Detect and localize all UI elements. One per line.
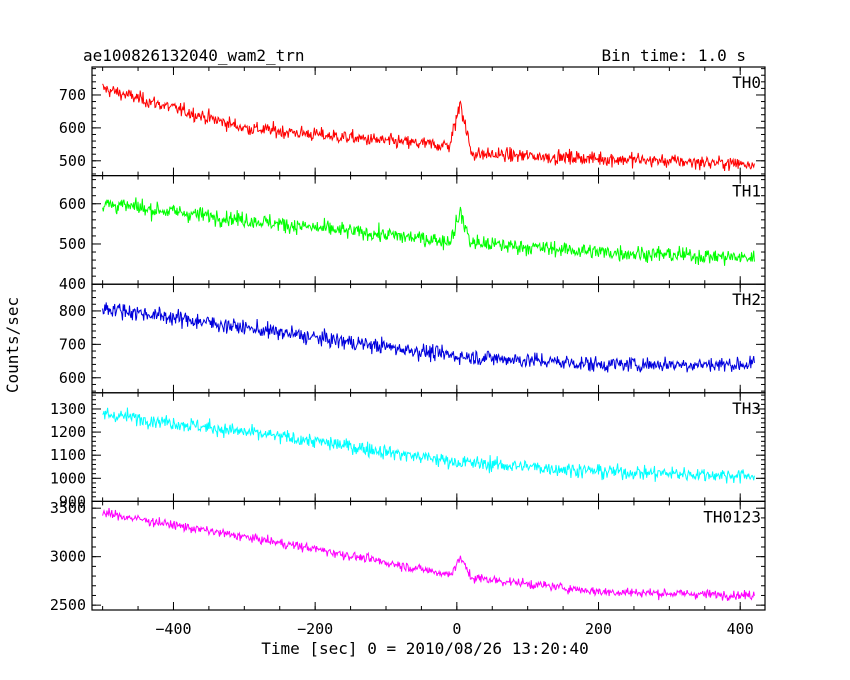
x-tick-label: 400 [727, 620, 754, 638]
y-tick-label: 600 [59, 195, 86, 213]
series-th1-line [102, 197, 755, 266]
panel-label-th3: TH3 [732, 399, 761, 418]
y-tick-label: 500 [59, 235, 86, 253]
panel-th1: 400 500 600 TH1 [59, 175, 766, 293]
panel-label-th1: TH1 [732, 182, 761, 201]
y-tick-label: 1000 [50, 469, 86, 487]
y-tick-label: 600 [59, 369, 86, 387]
chart-title: ae100826132040_wam2_trn [83, 46, 305, 65]
y-tick-label: 700 [59, 335, 86, 353]
x-axis: −400 −200 0 200 400 [155, 620, 753, 638]
bin-time-label: Bin time: 1.0 s [602, 46, 747, 65]
y-tick-label: 1200 [50, 423, 86, 441]
x-axis-label: Time [sec] 0 = 2010/08/26 13:20:40 [261, 639, 589, 658]
panel-frame [91, 392, 766, 502]
panel-frame [91, 283, 766, 394]
series-th0123-line [102, 507, 755, 601]
y-tick-label: 1300 [50, 400, 86, 418]
y-tick-label: 1100 [50, 446, 86, 464]
panel-label-th0123: TH0123 [703, 507, 761, 526]
panel-th3: 900 1000 1100 1200 1300 TH3 [50, 392, 766, 510]
x-tick-label: 0 [452, 620, 461, 638]
series-th2-line [102, 302, 755, 373]
x-tick-label: −200 [297, 620, 333, 638]
y-tick-label: 700 [59, 86, 86, 104]
series-th3-line [102, 407, 755, 484]
y-tick-label: 900 [59, 492, 86, 510]
y-tick-label: 400 [59, 275, 86, 293]
panel-label-th2: TH2 [732, 290, 761, 309]
series-th0-line [102, 83, 755, 171]
panel-frame [91, 500, 766, 611]
y-tick-label: 2500 [50, 596, 86, 614]
panel-frame [91, 175, 766, 285]
y-tick-label: 3000 [50, 548, 86, 566]
x-tick-label: 200 [585, 620, 612, 638]
panel-th2: 600 700 800 TH2 [59, 283, 766, 394]
y-tick-label: 600 [59, 119, 86, 137]
x-tick-label: −400 [155, 620, 191, 638]
panel-frame [91, 66, 766, 177]
y-tick-label: 3500 [50, 499, 86, 517]
panel-th0: 500 600 700 TH0 [59, 66, 766, 177]
y-tick-label: 500 [59, 152, 86, 170]
panels-group: 500 600 700 TH0 400 500 600 TH1 600 700 800 TH2 900 1… [50, 66, 766, 614]
panel-th0123: 2500 3000 3500 TH0123 [50, 499, 766, 614]
y-axis-label: Counts/sec [3, 297, 22, 393]
panel-label-th0: TH0 [732, 73, 761, 92]
y-tick-label: 800 [59, 302, 86, 320]
